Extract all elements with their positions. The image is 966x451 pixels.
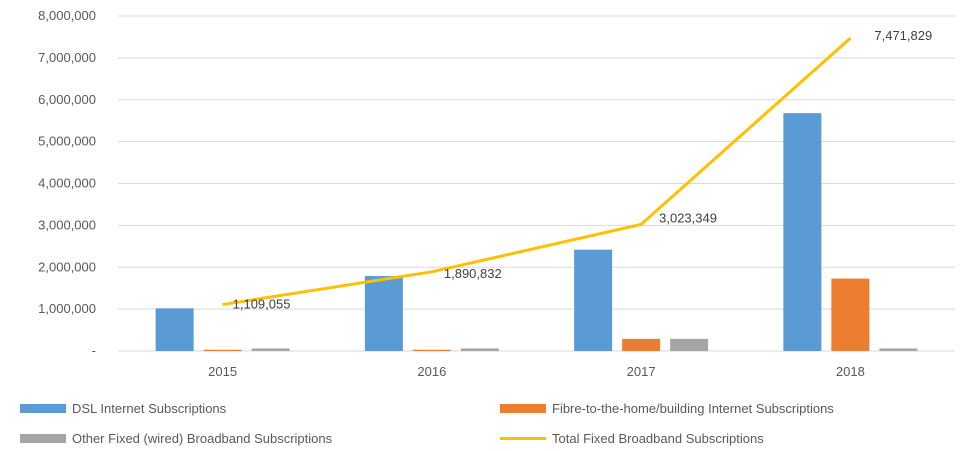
legend-swatch-total bbox=[500, 436, 546, 440]
y-tick-label: 1,000,000 bbox=[38, 301, 96, 316]
bar-dsl bbox=[155, 308, 194, 351]
legend-item-dsl: DSL Internet Subscriptions bbox=[20, 399, 226, 417]
total-data-label: 3,023,349 bbox=[659, 210, 717, 225]
legend-label-fibre: Fibre-to-the-home/building Internet Subs… bbox=[552, 400, 834, 416]
chart: - 1,000,000 2,000,000 3,000,000 4,000,000 5,0… bbox=[38, 8, 955, 379]
y-tick-label: 8,000,000 bbox=[38, 8, 96, 23]
total-data-label: 7,471,829 bbox=[874, 28, 932, 43]
bar-other bbox=[460, 348, 499, 351]
bar-other bbox=[670, 338, 709, 351]
bar-other bbox=[879, 348, 918, 351]
bar-fibre bbox=[831, 278, 870, 351]
legend: DSL Internet Subscriptions Fibre-to-the-… bbox=[0, 393, 966, 451]
total-line-path bbox=[222, 36, 852, 307]
legend-swatch-dsl bbox=[20, 403, 66, 413]
total-data-label: 1,109,055 bbox=[233, 297, 291, 312]
legend-swatch-fibre bbox=[500, 403, 546, 413]
bar-dsl bbox=[364, 276, 403, 351]
bar-other bbox=[251, 348, 290, 351]
y-tick-label: 7,000,000 bbox=[38, 50, 96, 65]
bar-fibre bbox=[622, 338, 661, 351]
y-tick-label: 6,000,000 bbox=[38, 92, 96, 107]
legend-label-total: Total Fixed Broadband Subscriptions bbox=[552, 430, 764, 446]
x-tick-label: 2015 bbox=[208, 364, 237, 379]
legend-swatch-other bbox=[20, 433, 66, 443]
x-axis-ticks: 2015 2016 2017 2018 bbox=[208, 364, 865, 379]
y-tick-label: 4,000,000 bbox=[38, 176, 96, 191]
bar-fibre bbox=[412, 349, 451, 351]
legend-item-other: Other Fixed (wired) Broadband Subscripti… bbox=[20, 429, 332, 447]
y-tick-label: - bbox=[92, 343, 96, 358]
bar-dsl bbox=[783, 113, 822, 352]
bar-dsl bbox=[574, 249, 613, 351]
x-tick-label: 2016 bbox=[417, 364, 446, 379]
y-tick-label: 2,000,000 bbox=[38, 259, 96, 274]
total-data-label: 1,890,832 bbox=[444, 266, 502, 281]
legend-item-total: Total Fixed Broadband Subscriptions bbox=[500, 429, 764, 447]
x-tick-label: 2018 bbox=[836, 364, 865, 379]
y-axis-ticks: - 1,000,000 2,000,000 3,000,000 4,000,000 5,0… bbox=[38, 8, 96, 358]
x-tick-label: 2017 bbox=[627, 364, 656, 379]
y-tick-label: 3,000,000 bbox=[38, 217, 96, 232]
legend-label-other: Other Fixed (wired) Broadband Subscripti… bbox=[72, 430, 333, 446]
data-labels: 1,109,055 1,890,832 3,023,349 7,471,829 bbox=[233, 28, 933, 311]
legend-item-fibre: Fibre-to-the-home/building Internet Subs… bbox=[500, 399, 834, 417]
gridlines bbox=[118, 15, 955, 352]
bar-fibre bbox=[203, 349, 242, 351]
y-tick-label: 5,000,000 bbox=[38, 134, 96, 149]
legend-label-dsl: DSL Internet Subscriptions bbox=[72, 400, 227, 416]
bars bbox=[155, 113, 918, 352]
total-line bbox=[222, 36, 852, 307]
